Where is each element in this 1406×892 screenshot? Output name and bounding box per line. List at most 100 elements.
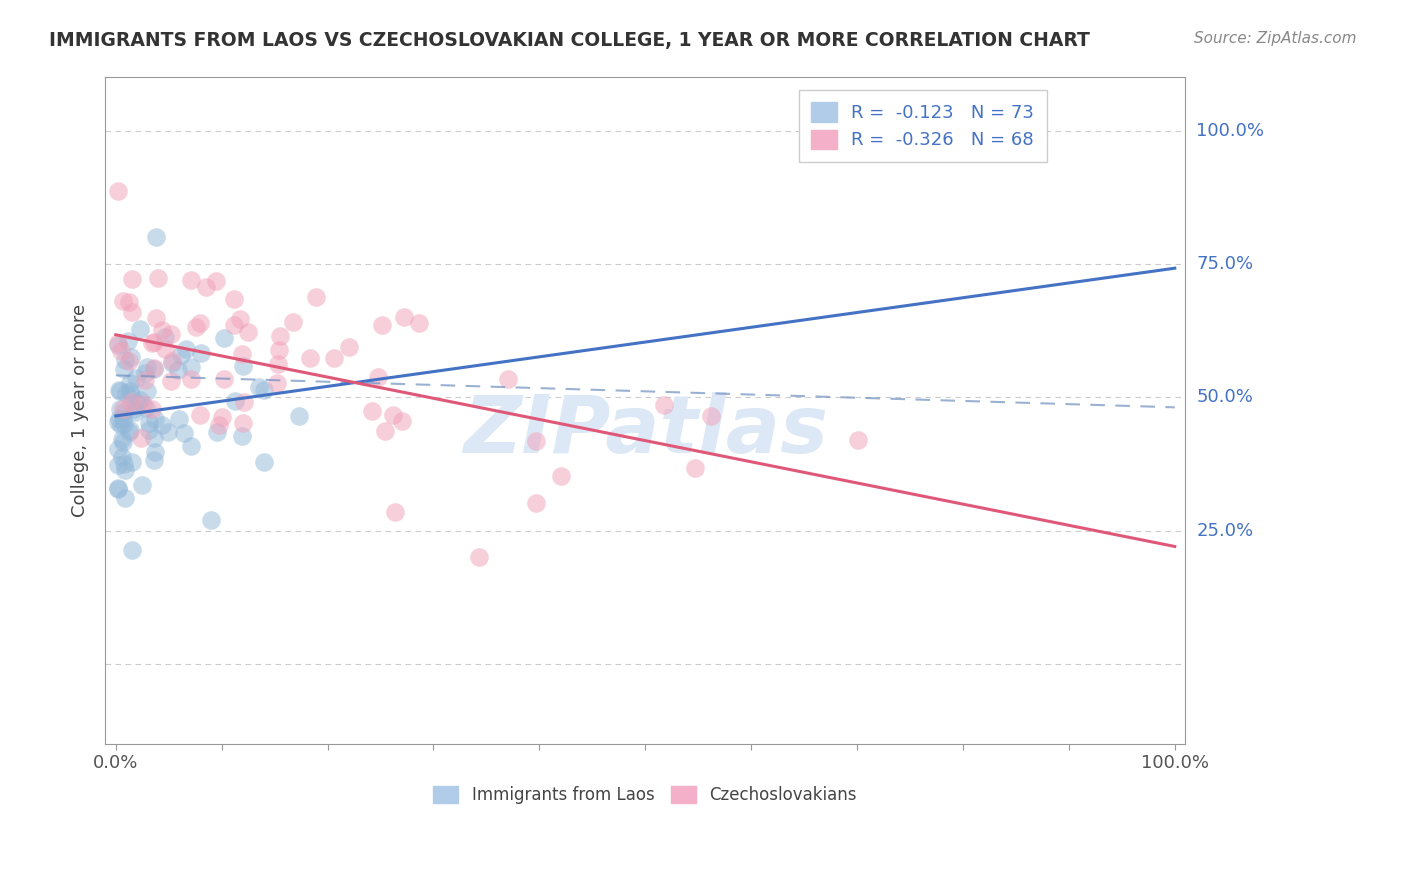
Y-axis label: College, 1 year or more: College, 1 year or more: [72, 304, 89, 517]
Point: [160, 355, 183, 369]
Point: [148, 271, 170, 285]
Point: [267, 357, 290, 371]
Point: [117, 334, 139, 348]
Point: [129, 432, 152, 446]
Point: [281, 315, 304, 329]
Point: [496, 372, 519, 386]
Point: [120, 388, 142, 402]
Point: [212, 372, 235, 386]
Point: [384, 505, 406, 519]
Point: [120, 423, 142, 437]
Point: [323, 351, 346, 365]
Point: [173, 426, 195, 441]
Text: 25.0%: 25.0%: [1197, 522, 1254, 540]
Point: [143, 453, 166, 467]
Point: [288, 409, 311, 423]
Point: [361, 404, 384, 418]
Point: [159, 374, 181, 388]
Text: 75.0%: 75.0%: [1197, 255, 1254, 273]
Point: [117, 354, 139, 368]
Point: [142, 334, 165, 349]
Point: [136, 359, 159, 374]
Point: [200, 513, 222, 527]
Point: [394, 310, 416, 325]
Point: [107, 415, 129, 429]
Point: [550, 468, 572, 483]
Point: [145, 444, 167, 458]
Point: [107, 338, 129, 352]
Point: [468, 549, 491, 564]
Point: [112, 405, 135, 419]
Point: [111, 434, 134, 449]
Point: [121, 454, 143, 468]
Point: [233, 395, 256, 409]
Point: [120, 395, 142, 409]
Point: [224, 394, 246, 409]
Point: [107, 412, 129, 426]
Point: [131, 477, 153, 491]
Point: [184, 320, 207, 334]
Text: 100.0%: 100.0%: [1197, 121, 1264, 140]
Point: [112, 402, 135, 417]
Point: [132, 397, 155, 411]
Point: [134, 366, 156, 380]
Point: [188, 409, 211, 423]
Point: [107, 184, 129, 198]
Legend: Immigrants from Laos, Czechoslovakians: Immigrants from Laos, Czechoslovakians: [425, 778, 866, 813]
Point: [211, 410, 233, 425]
Point: [229, 312, 252, 326]
Point: [120, 350, 142, 364]
Point: [118, 294, 141, 309]
Point: [253, 455, 276, 469]
Point: [142, 361, 165, 376]
Point: [180, 439, 202, 453]
Point: [135, 401, 157, 416]
Point: [188, 317, 211, 331]
Point: [190, 346, 212, 360]
Text: Source: ZipAtlas.com: Source: ZipAtlas.com: [1194, 31, 1357, 46]
Point: [212, 330, 235, 344]
Point: [208, 418, 231, 433]
Point: [114, 353, 136, 368]
Point: [150, 323, 173, 337]
Point: [120, 384, 142, 398]
Point: [524, 496, 547, 510]
Point: [170, 348, 193, 362]
Point: [253, 383, 276, 397]
Point: [143, 412, 166, 426]
Point: [141, 402, 163, 417]
Point: [156, 425, 179, 439]
Point: [128, 322, 150, 336]
Point: [231, 347, 253, 361]
Point: [222, 292, 245, 306]
Point: [652, 398, 675, 412]
Point: [111, 412, 134, 426]
Point: [121, 543, 143, 558]
Point: [107, 335, 129, 350]
Point: [232, 416, 254, 430]
Point: [108, 402, 131, 417]
Point: [124, 401, 146, 416]
Text: IMMIGRANTS FROM LAOS VS CZECHOSLOVAKIAN COLLEGE, 1 YEAR OR MORE CORRELATION CHAR: IMMIGRANTS FROM LAOS VS CZECHOSLOVAKIAN …: [49, 31, 1090, 50]
Point: [174, 342, 197, 356]
Point: [267, 343, 290, 358]
Point: [266, 376, 288, 390]
Point: [222, 318, 245, 332]
Point: [124, 405, 146, 419]
Point: [160, 354, 183, 368]
Point: [524, 434, 547, 448]
Point: [167, 412, 190, 426]
Point: [180, 372, 202, 386]
Point: [374, 424, 396, 438]
Point: [114, 417, 136, 431]
Point: [114, 463, 136, 477]
Point: [298, 351, 321, 365]
Point: [118, 376, 141, 390]
Point: [153, 342, 176, 356]
Point: [111, 293, 134, 308]
Point: [125, 371, 148, 385]
Point: [337, 340, 360, 354]
Point: [118, 425, 141, 439]
Point: [683, 461, 706, 475]
Point: [135, 384, 157, 398]
